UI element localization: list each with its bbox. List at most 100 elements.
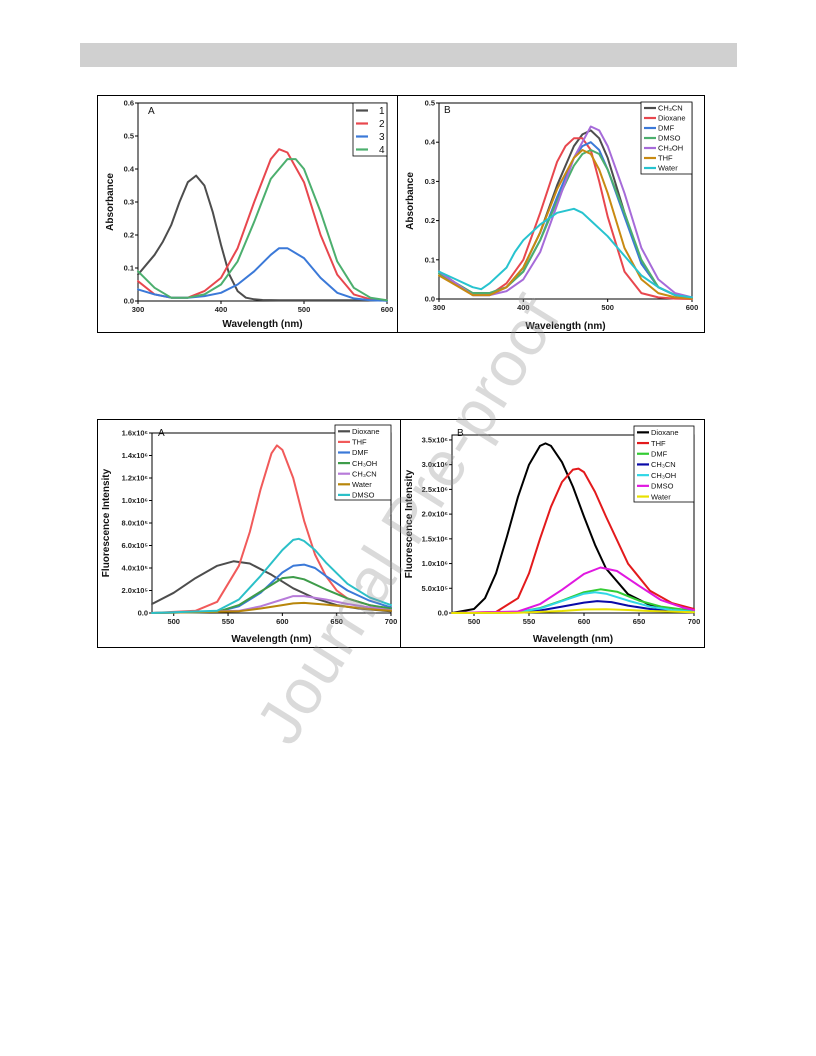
y-tick-label: 0.5 (124, 132, 134, 141)
series-line-1 (137, 174, 388, 302)
y-tick-label: 1.6x10⁶ (122, 429, 148, 438)
y-tick-label: 1.4x10⁶ (122, 451, 148, 460)
legend-label-water: Water (658, 164, 678, 173)
series-line-3 (137, 247, 388, 302)
panel-label: B (444, 105, 451, 116)
series-line-dmso (451, 566, 695, 614)
legend-label-ch3cn: CH₃CN (352, 469, 377, 478)
y-tick-label: 0.1 (425, 255, 435, 264)
series-line-ch3cn (151, 595, 392, 614)
x-tick-label: 400 (517, 303, 530, 312)
chart-svg: 500 550 600 650 700 0.0 5.0x10⁵ 1.0x10⁶ 1.5x10⁶ 2… (404, 425, 701, 645)
x-tick-label: 700 (688, 617, 701, 626)
panel-label: A (158, 428, 165, 439)
legend-label-thf: THF (658, 154, 673, 163)
series-line-thf (451, 467, 695, 614)
x-tick-label: 600 (686, 303, 699, 312)
series-line-ch3oh (451, 591, 695, 614)
legend-label-dioxane: Dioxane (658, 114, 686, 123)
page-header-bar (80, 43, 737, 67)
y-tick-label: 3.0x10⁶ (422, 460, 448, 469)
y-axis-title: Absorbance (405, 172, 416, 230)
series-line-dmso (151, 537, 392, 614)
chart-svg: 300 400 500 600 0.0 0.1 0.2 0.3 0.4 0.5 0.6 Wavelen… (105, 99, 394, 331)
fluorescence-chart-a: 500 550 600 650 700 0.0 2.0x10⁵ 4.0x10⁵ 6.0x10⁵ 8… (97, 419, 402, 648)
legend-label-dmf: DMF (352, 448, 369, 457)
y-tick-label: 2.5x10⁶ (422, 485, 448, 494)
legend-label-1: 1 (379, 106, 385, 117)
y-tick-label: 0.3 (124, 198, 134, 207)
legend-label-dmso: DMSO (352, 491, 375, 500)
y-tick-label: 2.0x10⁵ (122, 586, 149, 595)
series-line-4 (137, 158, 388, 302)
y-axis-title: Fluorescence Intensity (404, 469, 415, 578)
x-tick-label: 650 (330, 617, 343, 626)
y-tick-label: 0.4 (124, 165, 135, 174)
legend-label-ch3oh: CH₃OH (651, 471, 676, 480)
x-axis-title: Wavelength (nm) (533, 634, 613, 645)
legend-label-4: 4 (379, 145, 385, 156)
legend-label-ch3cn: CH₃CN (651, 460, 676, 469)
y-tick-label: 1.0x10⁶ (422, 559, 448, 568)
legend-label-water: Water (651, 492, 671, 501)
x-axis-title: Wavelength (nm) (222, 319, 302, 330)
y-tick-label: 0.6 (124, 99, 134, 108)
y-tick-label: 1.2x10⁶ (122, 474, 148, 483)
x-tick-label: 500 (298, 305, 311, 314)
legend-label-dmf: DMF (658, 124, 675, 133)
series-line-ch3oh (151, 576, 392, 614)
y-tick-label: 8.0x10⁵ (122, 519, 149, 528)
x-tick-label: 300 (132, 305, 145, 314)
x-tick-label: 500 (468, 617, 481, 626)
legend-label-ch3oh: CH₃OH (352, 459, 377, 468)
series-line-thf (438, 149, 693, 300)
fluorescence-chart-b: 500 550 600 650 700 0.0 5.0x10⁵ 1.0x10⁶ 1.5x10⁶ 2… (400, 419, 705, 648)
legend-label-thf: THF (651, 439, 666, 448)
y-tick-label: 0.0 (124, 297, 134, 306)
series-line-2 (137, 148, 388, 302)
x-axis-title: Wavelength (nm) (231, 634, 311, 645)
y-tick-label: 0.5 (425, 99, 435, 108)
y-tick-label: 3.5x10⁶ (422, 435, 448, 444)
x-tick-label: 600 (381, 305, 394, 314)
x-tick-label: 300 (433, 303, 446, 312)
x-tick-label: 600 (578, 617, 591, 626)
series-line-water (451, 608, 695, 614)
y-axis-title: Absorbance (105, 173, 116, 231)
series-line-dioxane (451, 442, 695, 614)
series-line-ch3cn (451, 600, 695, 614)
legend-label-2: 2 (379, 119, 385, 130)
legend-label-dioxane: Dioxane (651, 428, 679, 437)
y-tick-label: 1.0x10⁶ (122, 496, 148, 505)
panel-label: A (148, 106, 155, 117)
legend-label-3: 3 (379, 132, 385, 143)
x-tick-label: 600 (276, 617, 289, 626)
series-line-dmso (438, 149, 693, 299)
y-tick-label: 0.3 (425, 177, 435, 186)
y-tick-label: 4.0x10⁵ (122, 564, 149, 573)
y-axis-title: Fluorescence Intensity (101, 468, 112, 577)
x-tick-label: 500 (601, 303, 614, 312)
legend-label-dmso: DMSO (651, 482, 674, 491)
y-tick-label: 0.0 (438, 609, 448, 618)
legend-label-water: Water (352, 480, 372, 489)
x-axis-title: Wavelength (nm) (525, 321, 605, 332)
y-tick-label: 0.0 (425, 295, 435, 304)
y-tick-label: 0.0 (138, 609, 148, 618)
y-tick-label: 1.5x10⁶ (422, 534, 448, 543)
x-tick-label: 400 (215, 305, 228, 314)
y-tick-label: 0.4 (425, 138, 436, 147)
legend-label-ch3cn: CH₃CN (658, 104, 683, 113)
absorbance-chart-a: 300 400 500 600 0.0 0.1 0.2 0.3 0.4 0.5 0.6 Wavelen… (97, 95, 398, 333)
x-tick-label: 550 (523, 617, 536, 626)
legend-label-ch3oh: CH₃OH (658, 144, 683, 153)
panel-label: B (457, 428, 464, 439)
y-tick-label: 0.2 (124, 231, 134, 240)
series-line-water (151, 601, 392, 614)
legend-label-thf: THF (352, 438, 367, 447)
legend-label-dioxane: Dioxane (352, 427, 380, 436)
plot-area (438, 102, 693, 300)
y-tick-label: 5.0x10⁵ (422, 584, 449, 593)
y-tick-label: 6.0x10⁵ (122, 541, 149, 550)
legend-label-dmso: DMSO (658, 134, 681, 143)
